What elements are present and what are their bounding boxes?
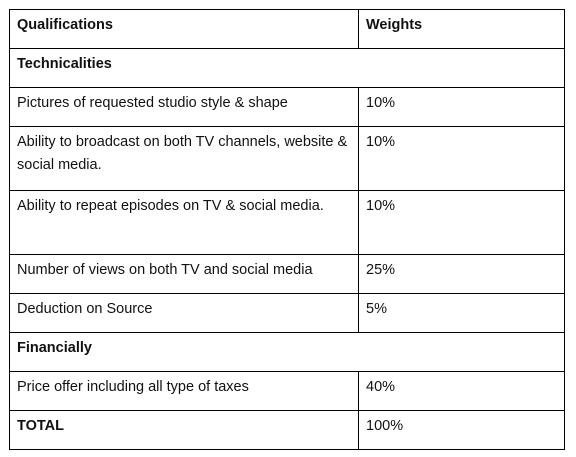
table-row: Number of views on both TV and social me… xyxy=(9,254,565,294)
table-row: Ability to broadcast on both TV channels… xyxy=(9,126,565,191)
total-label: TOTAL xyxy=(9,410,359,450)
weight-cell: 10% xyxy=(358,87,565,127)
qualification-cell: Pictures of requested studio style & sha… xyxy=(9,87,359,127)
section-row-financially: Financially xyxy=(9,332,565,372)
total-row: TOTAL 100% xyxy=(9,410,565,450)
qualifications-weights-table: Qualifications Weights Technicalities Pi… xyxy=(9,9,565,450)
header-row: Qualifications Weights xyxy=(9,9,565,49)
qualification-cell: Number of views on both TV and social me… xyxy=(9,254,359,294)
section-row-technicalities: Technicalities xyxy=(9,48,565,88)
weight-cell: 40% xyxy=(358,371,565,411)
qualification-cell: Ability to broadcast on both TV channels… xyxy=(9,126,359,191)
total-weight: 100% xyxy=(358,410,565,450)
weight-cell: 5% xyxy=(358,293,565,333)
qualification-cell: Price offer including all type of taxes xyxy=(9,371,359,411)
table-row: Pictures of requested studio style & sha… xyxy=(9,87,565,127)
column-header-qualifications: Qualifications xyxy=(9,9,359,49)
table-row: Ability to repeat episodes on TV & socia… xyxy=(9,190,565,255)
column-header-weights: Weights xyxy=(358,9,565,49)
weight-cell: 10% xyxy=(358,190,565,255)
qualification-cell: Deduction on Source xyxy=(9,293,359,333)
section-title: Technicalities xyxy=(9,48,565,88)
qualifications-table-container: Qualifications Weights Technicalities Pi… xyxy=(9,9,565,450)
qualification-cell: Ability to repeat episodes on TV & socia… xyxy=(9,190,359,255)
section-title: Financially xyxy=(9,332,565,372)
weight-cell: 10% xyxy=(358,126,565,191)
table-row: Price offer including all type of taxes … xyxy=(9,371,565,411)
table-row: Deduction on Source 5% xyxy=(9,293,565,333)
weight-cell: 25% xyxy=(358,254,565,294)
